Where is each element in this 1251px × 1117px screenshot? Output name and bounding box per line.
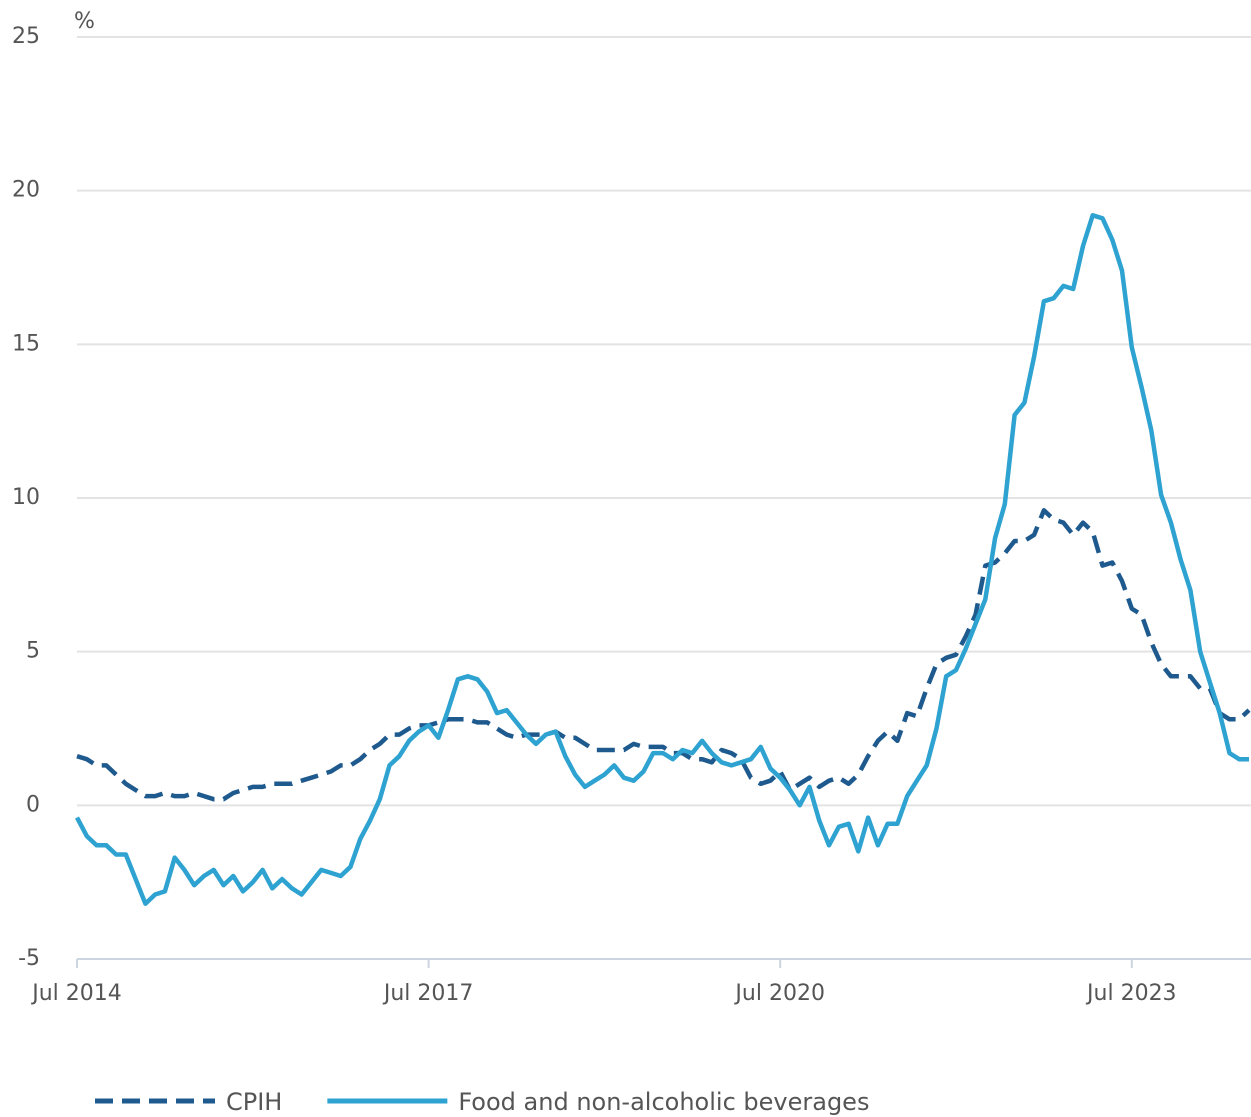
y-tick-label: 10 <box>12 485 40 510</box>
x-tick-label: Jul 2014 <box>30 981 122 1006</box>
series-line <box>76 508 1251 802</box>
y-tick-label: 20 <box>12 178 40 203</box>
y-tick-label: 5 <box>26 639 40 664</box>
y-tick-label: 25 <box>12 24 40 49</box>
legend-label: Food and non-alcoholic beverages <box>458 1088 869 1116</box>
y-tick-label: -5 <box>18 946 40 971</box>
y-tick-label: 15 <box>12 331 40 356</box>
y-tick-label: 0 <box>26 792 40 817</box>
x-tick-label: Jul 2020 <box>733 981 825 1006</box>
legend-label: CPIH <box>226 1088 282 1116</box>
series-line <box>75 213 1249 906</box>
x-tick-label: Jul 2017 <box>382 981 474 1006</box>
y-axis-label: % <box>74 9 95 34</box>
x-tick-label: Jul 2023 <box>1085 981 1177 1006</box>
